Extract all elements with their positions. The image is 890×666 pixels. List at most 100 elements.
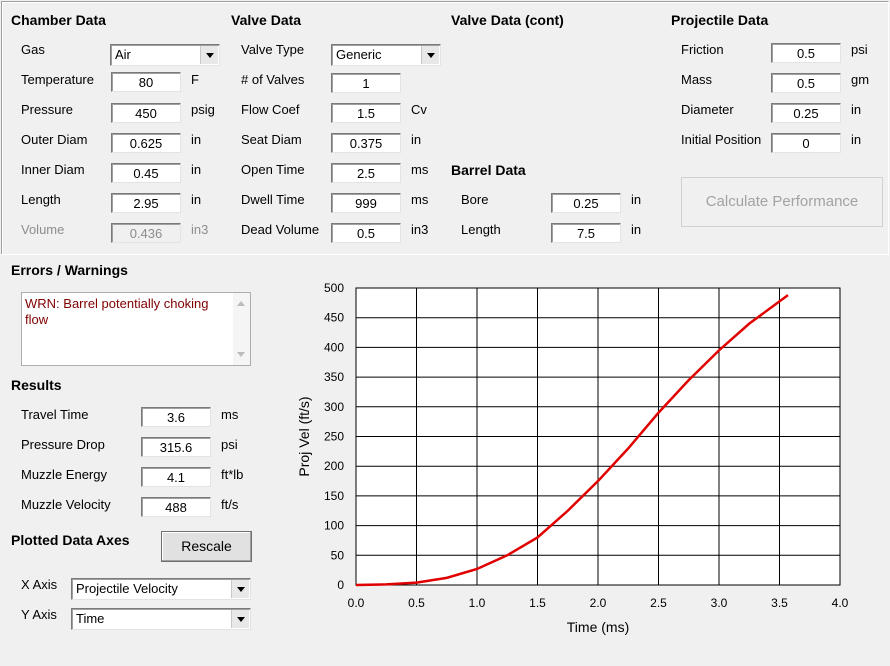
pressure-label: Pressure <box>21 102 74 117</box>
open-time-field[interactable]: 2.5 <box>331 163 401 183</box>
x-axis-value: Projectile Velocity <box>76 581 178 596</box>
muzzle-velocity-unit: ft/s <box>221 497 239 512</box>
x-tick-label: 3.5 <box>771 596 788 610</box>
pressure-drop-label: Pressure Drop <box>21 437 105 452</box>
x-tick-label: 0.0 <box>348 596 365 610</box>
calculate-performance-button[interactable]: Calculate Performance <box>681 177 883 227</box>
errors-scrollbar[interactable] <box>233 293 250 365</box>
volume-field: 0.436 <box>111 223 181 243</box>
y-tick-label: 250 <box>324 430 344 444</box>
y-tick-label: 500 <box>324 281 344 295</box>
gas-select[interactable]: Air <box>110 44 220 66</box>
valve-data-heading: Valve Data <box>231 12 302 28</box>
bore-label: Bore <box>461 192 489 207</box>
x-tick-labels: 0.0 0.5 1.0 1.5 2.0 2.5 3.0 3.5 4.0 <box>348 596 849 610</box>
chevron-down-icon[interactable] <box>200 46 218 64</box>
outer-diam-label: Outer Diam <box>21 132 88 147</box>
initial-position-field[interactable]: 0 <box>771 133 841 153</box>
mass-label: Mass <box>681 72 713 87</box>
x-tick-label: 2.0 <box>590 596 607 610</box>
seat-diam-field[interactable]: 0.375 <box>331 133 401 153</box>
y-tick-label: 0 <box>337 578 344 592</box>
chevron-down-icon[interactable] <box>421 46 439 64</box>
chamber-length-field[interactable]: 2.95 <box>111 193 181 213</box>
x-axis-title: Time (ms) <box>567 619 629 635</box>
plotted-axes-heading: Plotted Data Axes <box>11 532 130 548</box>
inner-diam-field[interactable]: 0.45 <box>111 163 181 183</box>
results-heading: Results <box>11 377 62 393</box>
diameter-unit: in <box>851 102 862 117</box>
seat-diam-unit: in <box>411 132 422 147</box>
valve-type-label: Valve Type <box>241 42 305 57</box>
length-label: Length <box>21 192 61 207</box>
valve-data-cont-heading: Valve Data (cont) <box>451 12 564 28</box>
muzzle-energy-field: 4.1 <box>141 467 211 487</box>
barrel-data-heading: Barrel Data <box>451 162 526 178</box>
mass-field[interactable]: 0.5 <box>771 73 841 93</box>
dwell-time-field[interactable]: 999 <box>331 193 401 213</box>
pressure-field[interactable]: 450 <box>111 103 181 123</box>
pressure-drop-field: 315.6 <box>141 437 211 457</box>
errors-textbox[interactable]: WRN: Barrel potentially choking flow <box>21 292 251 366</box>
flow-coef-unit: Cv <box>411 102 427 117</box>
y-tick-label: 350 <box>324 370 344 384</box>
valve-count-label: # of Valves <box>241 72 305 87</box>
travel-time-label: Travel Time <box>21 407 89 422</box>
barrel-length-field[interactable]: 7.5 <box>551 223 621 243</box>
initial-position-unit: in <box>851 132 862 147</box>
gas-label: Gas <box>21 42 45 57</box>
y-tick-label: 400 <box>324 340 344 354</box>
chart-grid <box>355 287 841 586</box>
valve-count-field[interactable]: 1 <box>331 73 401 93</box>
diameter-field[interactable]: 0.25 <box>771 103 841 123</box>
velocity-time-chart: 0 50 100 150 200 250 300 350 400 450 500 0.0 0.5 1.0… <box>296 281 849 635</box>
outer-diam-unit: in <box>191 132 202 147</box>
temperature-label: Temperature <box>21 72 94 87</box>
y-tick-label: 150 <box>324 489 344 503</box>
temperature-unit: F <box>191 72 199 87</box>
x-tick-label: 0.5 <box>408 596 425 610</box>
muzzle-energy-label: Muzzle Energy <box>21 467 107 482</box>
bore-unit: in <box>631 192 642 207</box>
outer-diam-field[interactable]: 0.625 <box>111 133 181 153</box>
inner-diam-unit: in <box>191 162 202 177</box>
y-tick-label: 450 <box>324 311 344 325</box>
initial-position-label: Initial Position <box>681 132 762 147</box>
x-tick-label: 2.5 <box>650 596 667 610</box>
y-tick-label: 300 <box>324 400 344 414</box>
volume-label: Volume <box>21 222 65 237</box>
x-axis-select[interactable]: Projectile Velocity <box>71 578 251 600</box>
x-tick-label: 1.5 <box>529 596 546 610</box>
rescale-button[interactable]: Rescale <box>161 531 252 562</box>
y-axis-select[interactable]: Time <box>71 608 251 630</box>
bore-field[interactable]: 0.25 <box>551 193 621 213</box>
barrel-length-unit: in <box>631 222 642 237</box>
chevron-down-icon[interactable] <box>231 610 249 628</box>
friction-field[interactable]: 0.5 <box>771 43 841 63</box>
x-axis-label: X Axis <box>21 577 58 592</box>
output-panel <box>1 254 887 665</box>
y-tick-labels: 0 50 100 150 200 250 300 350 400 450 500 <box>324 281 344 592</box>
chamber-data-heading: Chamber Data <box>11 12 106 28</box>
chevron-down-icon[interactable] <box>231 580 249 598</box>
temperature-field[interactable]: 80 <box>111 72 181 92</box>
y-tick-label: 100 <box>324 519 344 533</box>
scroll-down-icon[interactable] <box>237 352 245 357</box>
x-tick-label: 1.0 <box>469 596 486 610</box>
errors-text: WRN: Barrel potentially choking flow <box>25 296 209 327</box>
volume-unit: in3 <box>191 222 209 237</box>
y-axis-title: Proj Vel (ft/s) <box>296 396 312 476</box>
x-tick-label: 3.0 <box>711 596 728 610</box>
dead-volume-label: Dead Volume <box>241 222 320 237</box>
dead-volume-field[interactable]: 0.5 <box>331 223 401 243</box>
velocity-series-line <box>355 294 789 587</box>
friction-label: Friction <box>681 42 724 57</box>
scroll-up-icon[interactable] <box>237 301 245 306</box>
flow-coef-field[interactable]: 1.5 <box>331 103 401 123</box>
length-unit: in <box>191 192 202 207</box>
valve-type-select[interactable]: Generic <box>331 44 441 66</box>
muzzle-velocity-label: Muzzle Velocity <box>21 497 111 512</box>
pressure-drop-unit: psi <box>221 437 238 452</box>
valve-type-value: Generic <box>336 47 382 62</box>
dead-volume-unit: in3 <box>411 222 429 237</box>
